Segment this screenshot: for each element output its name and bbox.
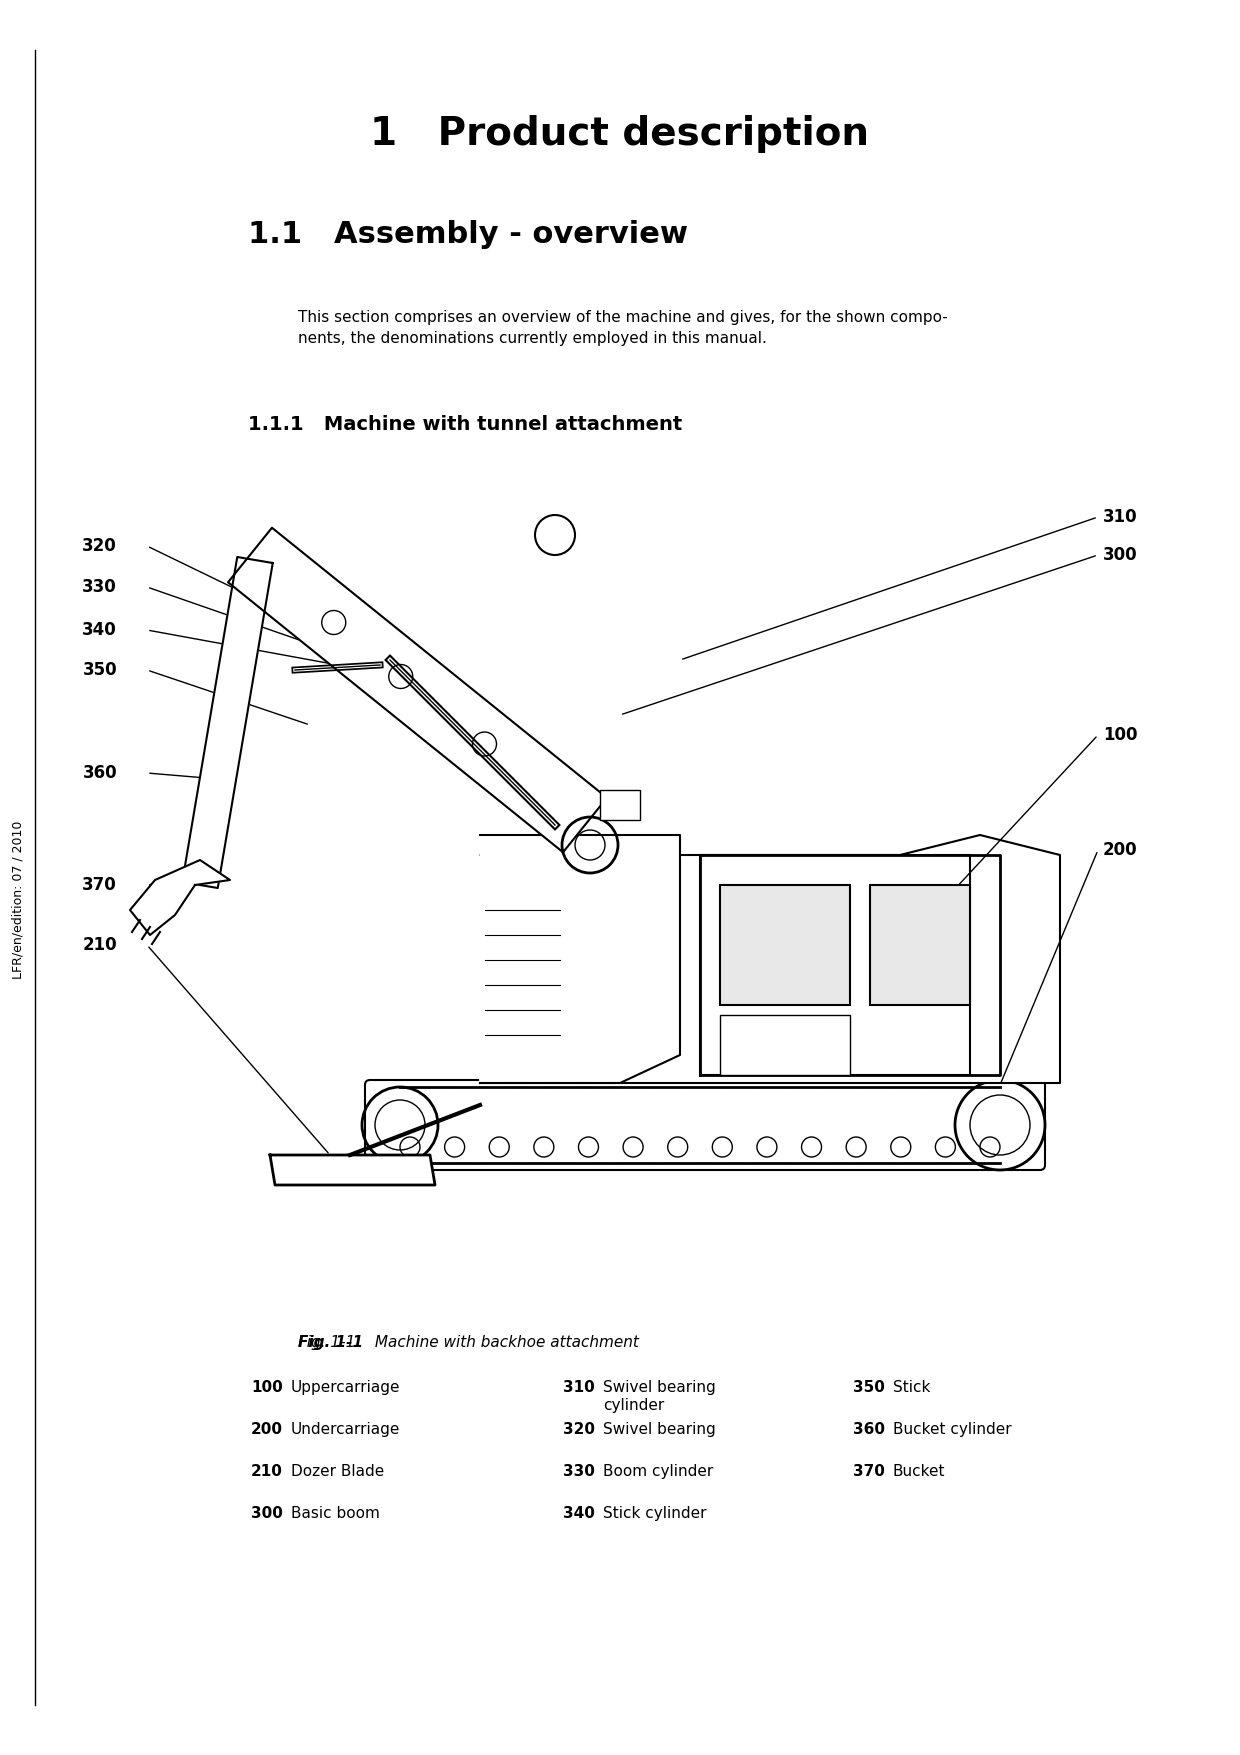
Text: Bucket: Bucket	[893, 1464, 945, 1479]
Text: LFR/en/edition: 07 / 2010: LFR/en/edition: 07 / 2010	[11, 821, 25, 979]
Text: 200: 200	[250, 1422, 283, 1437]
Text: Boom cylinder: Boom cylinder	[603, 1464, 713, 1479]
Polygon shape	[130, 860, 229, 935]
Text: 370: 370	[82, 876, 117, 893]
Text: 320: 320	[82, 537, 117, 555]
Text: Fig. 1-1    Machine with backhoe attachment: Fig. 1-1 Machine with backhoe attachment	[298, 1336, 639, 1350]
Text: This section comprises an overview of the machine and gives, for the shown compo: This section comprises an overview of th…	[298, 311, 947, 346]
Text: 350: 350	[853, 1379, 885, 1395]
Polygon shape	[480, 835, 1060, 1083]
Text: 1.1.1   Machine with tunnel attachment: 1.1.1 Machine with tunnel attachment	[248, 414, 682, 433]
Text: Swivel bearing: Swivel bearing	[603, 1422, 715, 1437]
Text: Stick: Stick	[893, 1379, 930, 1395]
Text: Dozer Blade: Dozer Blade	[291, 1464, 384, 1479]
Bar	[720, 885, 849, 1006]
Text: Fig. 1-1: Fig. 1-1	[298, 1336, 363, 1350]
Text: 330: 330	[563, 1464, 595, 1479]
Text: Basic boom: Basic boom	[291, 1506, 379, 1522]
Text: 300: 300	[252, 1506, 283, 1522]
Text: 340: 340	[82, 621, 117, 639]
Text: 360: 360	[82, 763, 117, 783]
Bar	[720, 1014, 849, 1076]
Text: 340: 340	[563, 1506, 595, 1522]
Text: Swivel bearing: Swivel bearing	[603, 1379, 715, 1395]
Text: 210: 210	[82, 935, 117, 955]
Polygon shape	[701, 855, 999, 1076]
Text: Undercarriage: Undercarriage	[291, 1422, 401, 1437]
Text: cylinder: cylinder	[603, 1399, 665, 1413]
Polygon shape	[270, 1155, 435, 1185]
Text: 300: 300	[1104, 546, 1137, 563]
Text: 350: 350	[82, 662, 117, 679]
Text: 310: 310	[563, 1379, 595, 1395]
Bar	[870, 885, 970, 1006]
Text: 210: 210	[252, 1464, 283, 1479]
Bar	[701, 855, 970, 1076]
Polygon shape	[182, 556, 273, 888]
Text: Stick cylinder: Stick cylinder	[603, 1506, 707, 1522]
Text: 360: 360	[853, 1422, 885, 1437]
Text: 100: 100	[1104, 727, 1137, 744]
Text: 200: 200	[1104, 841, 1137, 858]
Text: Bucket cylinder: Bucket cylinder	[893, 1422, 1012, 1437]
FancyBboxPatch shape	[365, 1079, 1045, 1171]
Polygon shape	[228, 528, 606, 853]
Text: 1   Product description: 1 Product description	[371, 116, 869, 153]
Polygon shape	[480, 835, 680, 1083]
Text: 310: 310	[1104, 507, 1137, 526]
Text: 1.1   Assembly - overview: 1.1 Assembly - overview	[248, 219, 688, 249]
Text: 370: 370	[853, 1464, 885, 1479]
Text: 330: 330	[82, 577, 117, 597]
Bar	[600, 790, 640, 820]
Text: 320: 320	[563, 1422, 595, 1437]
Text: Uppercarriage: Uppercarriage	[291, 1379, 401, 1395]
Text: 100: 100	[252, 1379, 283, 1395]
